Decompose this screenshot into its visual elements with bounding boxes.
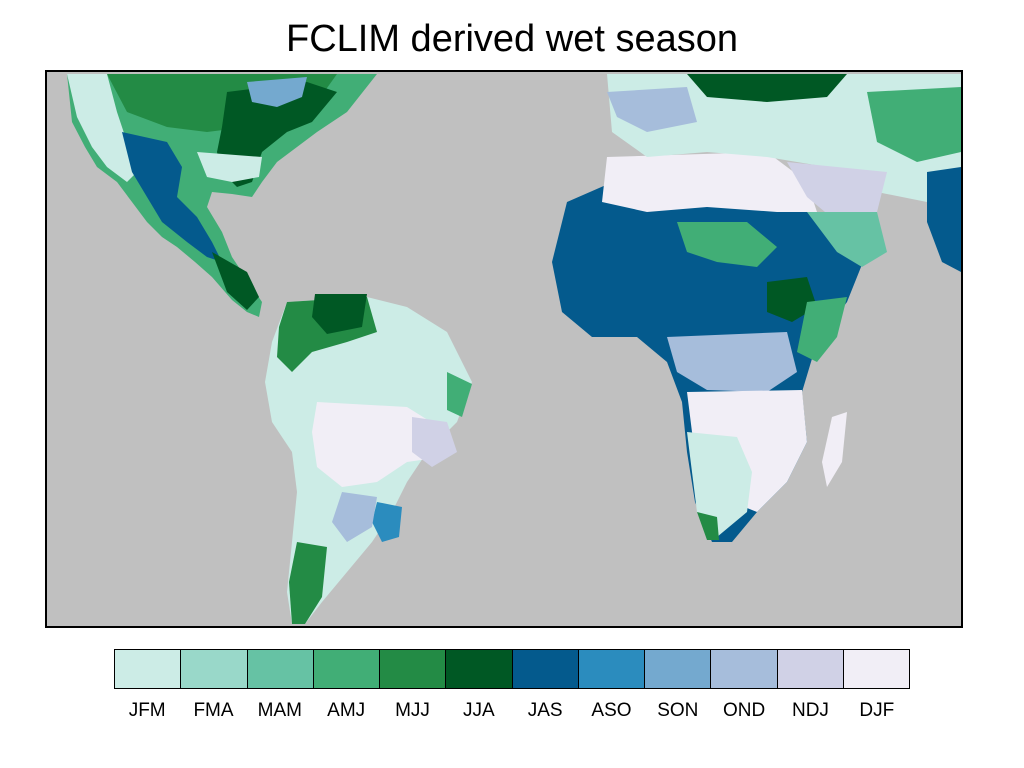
- europe-west-son: [607, 87, 697, 132]
- na-gulf-light: [197, 152, 262, 182]
- legend-label-mam: MAM: [257, 700, 302, 721]
- africa-central-son: [667, 332, 797, 392]
- europe-north-dark: [687, 74, 847, 102]
- madagascar: [822, 412, 847, 487]
- sa-north-dark: [312, 294, 367, 334]
- africa-region: [552, 152, 867, 542]
- colorbar-legend: [114, 649, 910, 689]
- south-america-region: [265, 294, 472, 624]
- na-west-coast: [67, 74, 137, 182]
- sa-south-blue: [372, 502, 402, 542]
- north-america-region: [67, 74, 377, 317]
- legend-swatch-fma: [181, 650, 248, 688]
- sa-east-ond: [412, 417, 457, 467]
- legend-swatch-jas: [512, 650, 579, 688]
- legend-swatch-djf: [843, 650, 909, 688]
- africa-north-ndj: [602, 152, 817, 212]
- eurasia-region: [607, 74, 961, 272]
- na-southwest-jas: [122, 132, 222, 262]
- africa-south-jfm: [687, 432, 752, 537]
- legend-swatch-ond: [711, 650, 778, 688]
- legend-label-amj: AMJ: [327, 700, 366, 721]
- sa-southern-green: [289, 542, 327, 624]
- legend-swatch-ndj: [777, 650, 844, 688]
- map-panel: [45, 70, 963, 628]
- central-america: [212, 252, 259, 310]
- na-northeast-blue: [247, 77, 307, 107]
- legend-swatch-son: [645, 650, 712, 688]
- world-map: [67, 74, 961, 624]
- legend-swatch-aso: [578, 650, 645, 688]
- legend-label-ndj: NDJ: [791, 700, 829, 721]
- legend-label-ond: OND: [723, 700, 766, 721]
- africa-east-green: [797, 297, 847, 362]
- arabia-green: [807, 212, 887, 267]
- colorbar-labels: JFM FMA MAM AMJ MJJ JJA JAS ASO SON OND NDJ DJF: [114, 700, 910, 724]
- north-america-land: [67, 74, 377, 317]
- india-jas: [927, 167, 961, 272]
- legend-label-mjj: MJJ: [395, 700, 430, 721]
- sa-east-coast-green: [447, 372, 472, 417]
- legend-label-son: SON: [657, 700, 699, 721]
- africa-ethiopia-dark: [767, 277, 817, 322]
- africa-sahel-green: [677, 222, 777, 267]
- legend-swatch-amj: [313, 650, 380, 688]
- legend-label-fma: FMA: [193, 700, 234, 721]
- africa-cape-green: [697, 512, 719, 540]
- legend-label-jja: JJA: [462, 700, 495, 721]
- legend-label-djf: DJF: [859, 700, 895, 721]
- chart-title: FCLIM derived wet season: [286, 18, 738, 60]
- asia-north-green: [867, 87, 961, 162]
- legend-label-aso: ASO: [591, 700, 632, 721]
- legend-swatch-jfm: [115, 650, 182, 688]
- legend-swatch-mam: [247, 650, 314, 688]
- sa-south-son: [332, 492, 377, 542]
- legend-label-jfm: JFM: [128, 700, 166, 721]
- legend-swatch-jja: [446, 650, 513, 688]
- middle-east-ndj: [787, 162, 887, 222]
- legend-swatch-mjj: [380, 650, 447, 688]
- legend-label-jas: JAS: [527, 700, 563, 721]
